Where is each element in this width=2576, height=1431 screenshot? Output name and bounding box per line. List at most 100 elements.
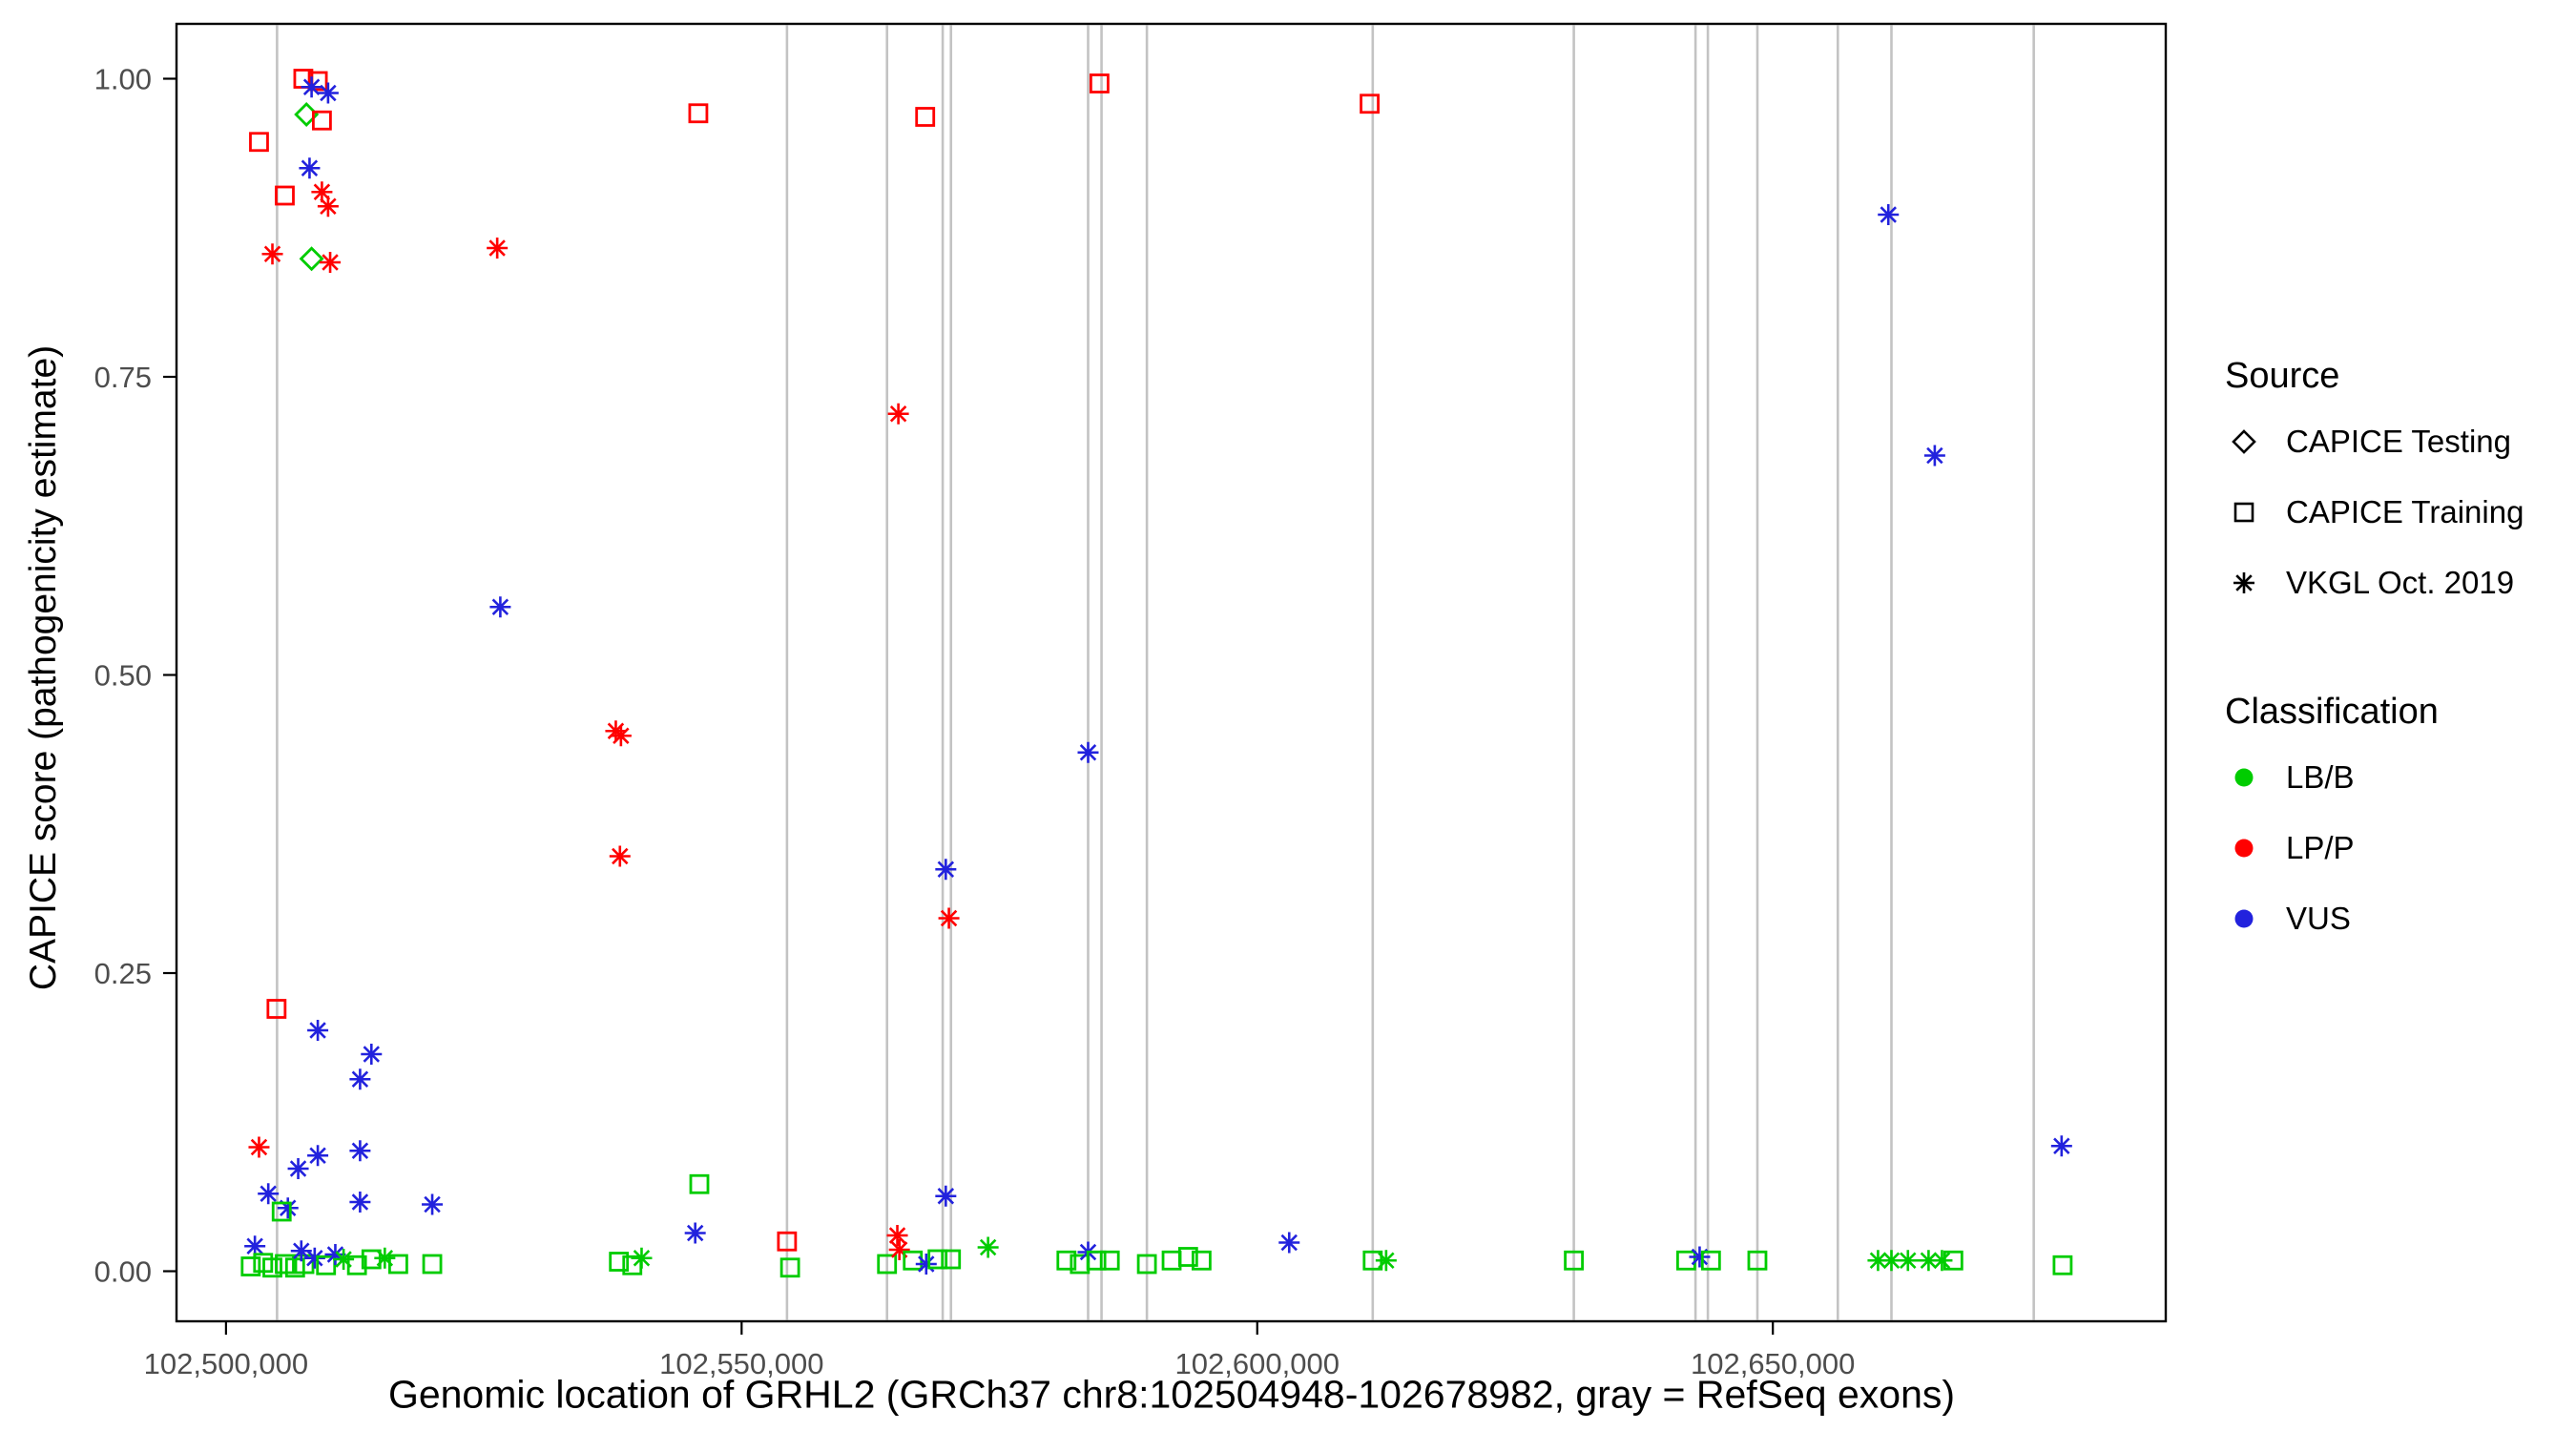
data-point-asterisk [938, 907, 960, 929]
data-point-square [271, 1201, 292, 1222]
data-point-asterisk [2050, 1135, 2072, 1157]
data-point-asterisk [333, 1249, 355, 1270]
legend-item-label: LB/B [2286, 759, 2355, 795]
data-point-square [387, 1254, 408, 1275]
data-point-square [312, 110, 332, 131]
data-point-asterisk [287, 1158, 309, 1179]
data-point-asterisk [361, 1044, 383, 1065]
data-point-asterisk [684, 1222, 706, 1244]
y-axis-title: CAPICE score (pathogenicity estimate) [23, 344, 64, 991]
data-point-square [1360, 93, 1380, 114]
data-point-square [688, 103, 709, 124]
data-point-asterisk [277, 1197, 299, 1219]
data-point-asterisk [307, 1145, 329, 1167]
data-point-asterisk [290, 1240, 312, 1262]
data-point-square [346, 1255, 367, 1275]
data-point-asterisk [1375, 1250, 1397, 1272]
data-point-asterisk [487, 238, 509, 259]
legend-item-vus: VUS [2225, 883, 2524, 954]
data-point-asterisk [888, 1239, 910, 1260]
data-point-square [689, 1173, 710, 1194]
data-point-square [2052, 1255, 2073, 1275]
data-point-square [779, 1257, 800, 1278]
data-point-asterisk [349, 1192, 371, 1213]
data-point-square [1056, 1250, 1077, 1271]
y-tick-label: 0.00 [94, 1255, 152, 1289]
legend-item-capice-training: CAPICE Training [2225, 477, 2524, 548]
data-point-asterisk [317, 196, 339, 218]
data-point-asterisk [299, 157, 321, 179]
x-axis-title: Genomic location of GRHL2 (GRCh37 chr8:1… [387, 1372, 1956, 1417]
data-point-asterisk [609, 845, 631, 867]
legend-item-label: CAPICE Testing [2286, 424, 2511, 459]
data-point-asterisk [489, 596, 511, 618]
x-tick-label: 102,500,000 [144, 1347, 308, 1380]
data-point-square [1747, 1250, 1768, 1271]
x-tick-label: 102,600,000 [1175, 1347, 1340, 1380]
data-point-square [1564, 1250, 1584, 1271]
data-point-square [1089, 73, 1110, 93]
data-point-square [266, 999, 287, 1019]
y-tick-label: 0.25 [94, 957, 152, 990]
plot-panel-border [175, 22, 2168, 1323]
data-point-diamond [299, 246, 324, 272]
data-point-asterisk [1931, 1250, 1953, 1272]
data-point-square [1086, 1250, 1107, 1271]
legend-item-label: VKGL Oct. 2019 [2286, 565, 2515, 600]
legend-item-lbb: LB/B [2225, 742, 2524, 813]
data-point-asterisk [1897, 1250, 1919, 1272]
data-point-asterisk [977, 1236, 999, 1258]
legend-item-lpp: LP/P [2225, 813, 2524, 883]
data-point-asterisk [307, 1020, 329, 1041]
data-point-square [941, 1249, 962, 1270]
data-point-asterisk [301, 76, 322, 98]
data-point-square [240, 1256, 261, 1276]
data-point-square [262, 1257, 282, 1278]
data-point-square [1136, 1254, 1157, 1275]
data-point-square [1099, 1250, 1120, 1271]
data-point-asterisk [349, 1068, 371, 1090]
data-point-square [1675, 1250, 1696, 1271]
data-point-asterisk [887, 403, 909, 425]
asterisk-icon [2233, 572, 2254, 593]
legend-classification-title: Classification [2225, 691, 2439, 732]
data-point-asterisk [886, 1225, 908, 1246]
data-point-asterisk [935, 1185, 957, 1207]
data-point-asterisk [935, 859, 957, 881]
data-point-square [422, 1254, 443, 1275]
data-point-asterisk [1689, 1246, 1711, 1268]
green-dot-icon [2234, 768, 2254, 787]
legend-item-label: LP/P [2286, 830, 2355, 865]
data-point-asterisk [303, 1247, 325, 1269]
legend-item-capice-testing: CAPICE Testing [2225, 406, 2524, 477]
legend-item-label: CAPICE Training [2286, 494, 2524, 529]
data-point-asterisk [320, 252, 342, 273]
x-tick-label: 102,550,000 [659, 1347, 823, 1380]
data-point-square [1942, 1250, 1963, 1271]
data-point-asterisk [631, 1247, 653, 1269]
data-point-square [927, 1249, 948, 1270]
data-point-asterisk [422, 1193, 444, 1215]
data-point-square [307, 71, 328, 92]
data-point-asterisk [317, 82, 339, 104]
data-point-asterisk [1077, 741, 1099, 763]
x-tick-label: 102,650,000 [1691, 1347, 1855, 1380]
data-point-square [903, 1250, 924, 1271]
data-point-square [316, 1255, 337, 1275]
data-point-square [915, 107, 936, 127]
legend-item-label: VUS [2286, 901, 2351, 936]
y-tick-label: 1.00 [94, 63, 152, 96]
data-point-asterisk [1923, 445, 1945, 467]
legend-item-vkgl: VKGL Oct. 2019 [2225, 548, 2524, 618]
legend: Source CAPICE Testing CAPICE Training [2225, 345, 2524, 954]
square-icon [2233, 502, 2254, 523]
data-point-asterisk [610, 725, 632, 747]
legend-source-title: Source [2225, 355, 2340, 396]
data-point-square [1191, 1250, 1212, 1271]
data-point-asterisk [258, 1183, 280, 1205]
data-point-asterisk [1878, 204, 1900, 225]
data-point-square [877, 1254, 898, 1275]
data-point-square [1161, 1250, 1182, 1271]
